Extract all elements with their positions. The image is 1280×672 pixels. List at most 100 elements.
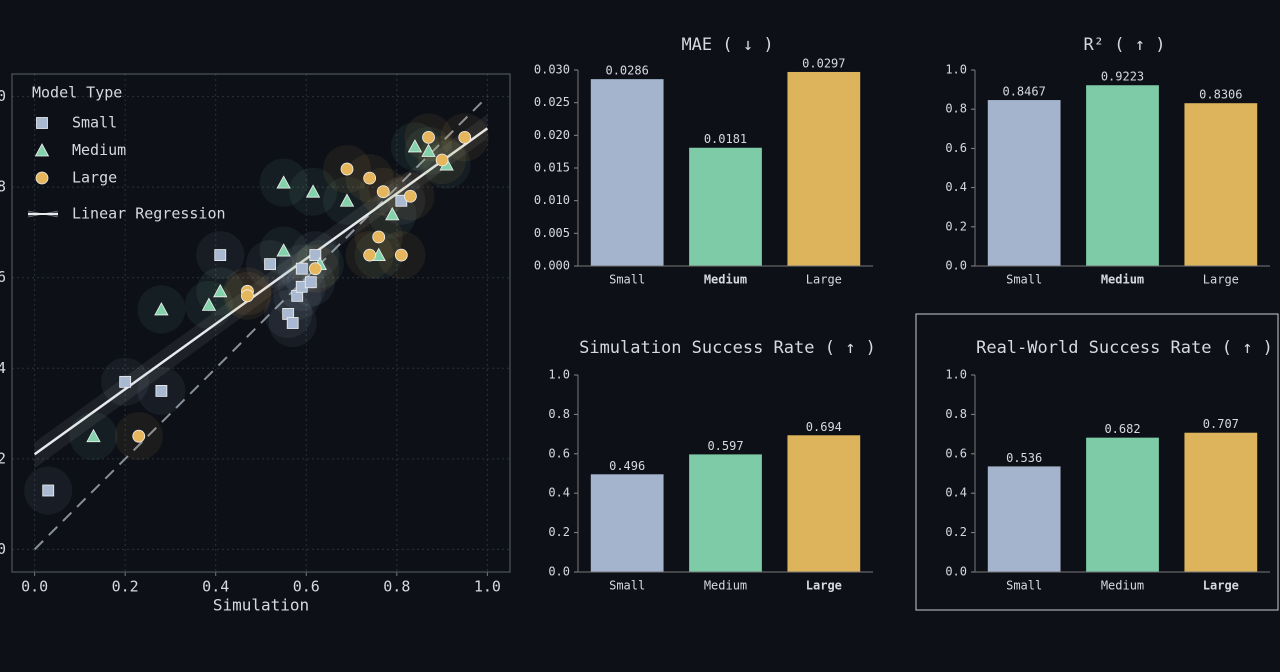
point [132,429,146,443]
point [421,143,436,157]
point [339,193,355,207]
value-label: 0.707 [1203,417,1239,431]
x-tick-label: Small [609,579,645,593]
bar [987,466,1061,572]
legend-label: Small [72,114,117,132]
x-tick-label: 0.6 [293,578,320,596]
point [309,249,322,261]
y-tick-label: 1.0 [945,63,967,77]
legend-label: Medium [72,141,126,159]
value-label: 0.8306 [1199,88,1242,102]
x-tick-label: Small [1006,273,1042,287]
legend-line [27,210,59,218]
y-tick-label: 0.8 [945,407,967,421]
regression-line [33,127,489,456]
point [407,139,423,153]
x-tick-label: Medium [704,273,747,287]
point [372,230,386,244]
x-tick-label: Large [1203,579,1239,593]
bar [689,147,762,266]
point [86,428,101,443]
point [403,189,417,203]
y-tick-label: 0.4 [0,359,6,377]
y-tick-label: 0.020 [534,128,570,142]
y-tick-label: 0.025 [534,95,570,109]
point [308,262,322,276]
y-tick-label: 0.2 [945,525,967,539]
chart-title: Simulation Success Rate ( ↑ ) [579,338,876,358]
point [363,248,377,262]
value-label: 0.597 [707,439,743,453]
point [264,258,276,271]
x-tick-label: 0.4 [202,578,229,596]
point [154,302,169,316]
value-label: 0.0297 [802,56,845,70]
bar [1086,437,1159,572]
y-tick-label: 0.005 [534,226,570,240]
y-tick-label: 0.8 [0,178,6,196]
point [42,484,55,497]
point [435,153,449,167]
chart-title: Real-World Success Rate ( ↑ ) [976,338,1273,358]
y-tick-label: 0.2 [548,525,570,539]
y-tick-label: 0.030 [534,63,570,77]
y-tick-label: 0.4 [945,486,967,500]
point [385,207,400,221]
point [394,248,408,262]
x-tick-label: Medium [1101,273,1144,287]
y-tick-label: 0.6 [0,268,6,286]
y-tick-label: 0.0 [548,565,570,579]
x-tick-label: Small [1006,579,1042,593]
point [276,175,291,189]
x-tick-label: 0.0 [21,578,48,596]
y-tick-label: 0.6 [548,446,570,460]
chart-title: R² ( ↑ ) [1084,35,1166,55]
plot-frame [11,73,511,573]
y-tick-label: 0.6 [945,141,967,155]
point [213,283,228,298]
y-tick-label: 1.0 [0,87,6,105]
bar [1184,103,1258,267]
value-label: 0.0181 [704,132,747,146]
value-label: 0.496 [609,459,645,473]
y-tick-label: 0.8 [548,407,570,421]
x-tick-label: Large [806,273,842,287]
value-label: 0.694 [806,420,842,434]
legend-label: Linear Regression [72,205,226,223]
panel-border [915,313,1279,611]
point [422,130,435,144]
y-tick-label: 1.0 [548,368,570,382]
point [155,385,168,397]
identity-line [33,95,489,551]
x-axis-label: Simulation [213,596,309,615]
legend-marker [36,117,48,129]
bar [590,474,664,572]
point [458,130,472,144]
legend-label: Large [72,169,117,187]
value-label: 0.0286 [605,64,648,78]
point [241,289,254,303]
point [363,171,377,185]
y-tick-label: 0.0 [945,565,967,579]
y-tick-label: 0.8 [945,102,967,116]
y-tick-label: 0.2 [0,449,6,467]
point [376,185,390,199]
legend-title: Model Type [32,84,122,102]
chart-title: MAE ( ↓ ) [681,35,773,55]
legend-marker [35,171,49,185]
y-tick-label: 0.0 [0,540,6,558]
y-tick-label: 0.6 [945,446,967,460]
x-tick-label: 1.0 [474,578,501,596]
value-label: 0.536 [1006,451,1042,465]
value-label: 0.9223 [1101,70,1144,84]
y-tick-label: 0.0 [945,259,967,273]
y-tick-label: 0.4 [945,180,967,194]
bar [1184,432,1258,572]
y-tick-label: 0.015 [534,161,570,175]
x-tick-label: Medium [704,579,747,593]
point [214,249,227,261]
bar [787,71,861,267]
bar [1086,85,1159,266]
